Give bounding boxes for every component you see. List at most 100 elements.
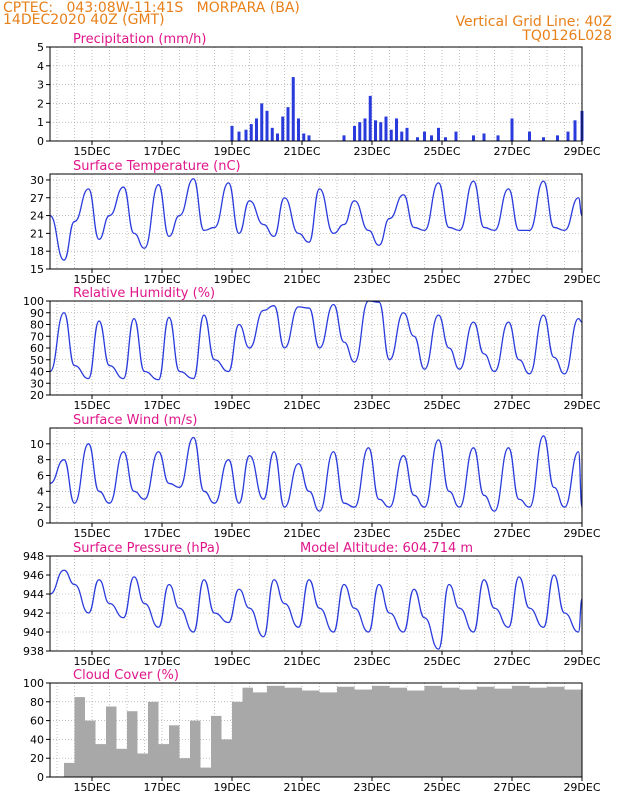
x-tick-label: 21DEC [283, 527, 320, 540]
y-tick-label: 18 [30, 245, 44, 258]
x-tick-label: 17DEC [143, 399, 180, 412]
x-tick-label: 15DEC [73, 399, 110, 412]
y-tick-label: 5 [37, 41, 44, 54]
panel-0 [46, 46, 584, 145]
panel-frame [49, 555, 583, 652]
panel-title: Surface Wind (m/s) [73, 413, 197, 428]
y-tick-label: 944 [23, 588, 44, 601]
x-tick-label: 29DEC [563, 145, 600, 158]
panel-5 [46, 682, 583, 781]
x-tick-label: 15DEC [73, 655, 110, 668]
y-tick-label: 1 [37, 116, 44, 129]
y-tick-label: 21 [30, 227, 44, 240]
x-tick-label: 25DEC [423, 781, 460, 794]
x-tick-label: 19DEC [213, 781, 250, 794]
y-tick-label: 70 [30, 330, 44, 343]
x-tick-label: 21DEC [283, 655, 320, 668]
y-tick-label: 0 [37, 771, 44, 784]
panel-title: Surface Pressure (hPa) [73, 541, 220, 556]
cloud-bar [389, 687, 407, 777]
panel-title: Surface Temperature (nC) [73, 159, 241, 174]
y-tick-label: 60 [30, 342, 44, 355]
panel-4 [46, 555, 583, 655]
cloud-bar [267, 685, 285, 777]
precip-bar [423, 131, 426, 141]
precip-bar [374, 120, 377, 141]
cloud-bar [284, 687, 302, 777]
cloud-bar [232, 701, 243, 777]
y-tick-label: 2 [37, 501, 44, 514]
y-tick-label: 27 [30, 192, 44, 205]
precip-bar [237, 131, 241, 141]
x-tick-label: 23DEC [353, 145, 390, 158]
precip-bar [358, 122, 362, 141]
cloud-bar [200, 767, 211, 777]
precip-bar [307, 135, 311, 141]
y-tick-label: 0 [37, 135, 44, 148]
y-tick-label: 940 [23, 626, 44, 639]
x-tick-label: 15DEC [73, 527, 110, 540]
x-tick-label: 27DEC [493, 273, 530, 286]
header-run-code: TQ0126L028 [522, 28, 612, 44]
y-tick-label: 948 [23, 550, 44, 563]
x-tick-label: 29DEC [563, 655, 600, 668]
x-tick-label: 23DEC [353, 399, 390, 412]
panel-3 [46, 427, 583, 527]
precip-bar [281, 116, 285, 141]
cloud-bar [95, 744, 106, 777]
x-tick-label: 17DEC [143, 781, 180, 794]
precip-bar [528, 131, 531, 141]
precip-bar [255, 118, 258, 141]
precip-bar [363, 118, 367, 141]
precip-bar [430, 135, 433, 141]
precip-bar [510, 118, 514, 141]
y-tick-label: 10 [30, 438, 44, 451]
cloud-bar [179, 758, 190, 777]
precip-bar [437, 127, 440, 141]
precip-bar [286, 107, 290, 141]
panel-frame [49, 427, 583, 524]
x-tick-label: 19DEC [213, 399, 250, 412]
panel-title: Cloud Cover (%) [73, 668, 179, 683]
precip-bar [556, 135, 559, 141]
cloud-bar [242, 687, 253, 777]
precip-bar [291, 77, 295, 141]
precip-bar [384, 116, 388, 141]
cloud-bar [337, 686, 355, 777]
x-tick-label: 15DEC [73, 273, 110, 286]
cloud-bar [106, 706, 117, 777]
cloud-bar [459, 689, 477, 777]
y-tick-label: 100 [23, 295, 44, 308]
x-tick-label: 15DEC [73, 781, 110, 794]
y-tick-label: 80 [30, 696, 44, 709]
x-tick-label: 27DEC [493, 399, 530, 412]
x-tick-label: 29DEC [563, 527, 600, 540]
series-line-4 [49, 569, 583, 650]
precip-bar [472, 135, 475, 141]
header-grid-note: Vertical Grid Line: 40Z [455, 14, 612, 30]
x-tick-label: 29DEC [563, 781, 600, 794]
cloud-bar [547, 686, 565, 777]
y-tick-label: 30 [30, 377, 44, 390]
precip-bar [244, 129, 248, 141]
precip-bar [342, 135, 346, 141]
precip-bar [302, 133, 306, 141]
y-tick-label: 8 [37, 454, 44, 467]
y-tick-label: 0 [37, 517, 44, 530]
y-tick-label: 942 [23, 607, 44, 620]
y-tick-label: 6 [37, 470, 44, 483]
y-tick-label: 50 [30, 354, 44, 367]
panel-frame [49, 173, 583, 270]
panel-annotation: Model Altitude: 604.714 m [300, 541, 473, 556]
x-tick-label: 23DEC [353, 781, 390, 794]
x-tick-label: 23DEC [353, 273, 390, 286]
y-tick-label: 24 [30, 210, 44, 223]
x-tick-label: 25DEC [423, 399, 460, 412]
cloud-bar [529, 687, 547, 777]
y-tick-label: 938 [23, 645, 44, 658]
precip-bar [379, 122, 383, 141]
cloud-bar [221, 739, 232, 777]
x-tick-label: 25DEC [423, 527, 460, 540]
cloud-bar [148, 701, 159, 777]
